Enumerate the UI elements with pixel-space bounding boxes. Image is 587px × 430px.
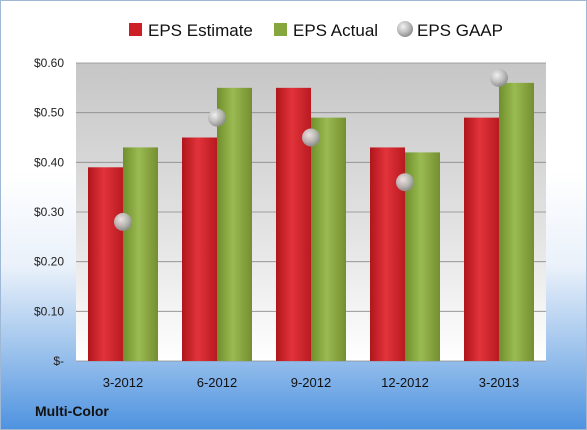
eps-gaap-point <box>490 68 508 87</box>
x-category-label: 12-2012 <box>381 375 429 390</box>
y-tick-label: $0.40 <box>34 155 64 169</box>
eps-gaap-point <box>302 128 320 147</box>
x-category-label: 3-2012 <box>103 375 143 390</box>
eps-estimate-bar <box>464 117 499 361</box>
legend-label: EPS Estimate <box>148 21 253 40</box>
y-tick-label: $0.60 <box>34 56 64 70</box>
eps-actual-bar <box>123 147 158 361</box>
eps-estimate-bar <box>182 137 217 361</box>
legend: EPS Estimate EPS Actual EPS GAAP <box>129 21 503 40</box>
x-category-label: 3-2013 <box>479 375 519 390</box>
eps-actual-bar <box>499 82 534 361</box>
eps-gaap-point <box>114 212 132 231</box>
y-tick-label: $0.20 <box>34 255 64 269</box>
eps-gaap-point <box>208 108 226 127</box>
y-tick-label: $- <box>53 354 64 368</box>
x-axis: 3-2012 6-2012 9-2012 12-2012 3-2013 <box>103 375 519 390</box>
eps-gaap-point <box>396 173 414 192</box>
legend-swatch <box>129 23 142 36</box>
bars <box>88 82 534 361</box>
company-label: Multi-Color <box>35 403 109 419</box>
eps-actual-bar <box>311 117 346 361</box>
y-axis: $- $0.10 $0.20 $0.30 $0.40 $0.50 $0.60 <box>34 56 64 368</box>
legend-label: EPS GAAP <box>417 21 503 40</box>
legend-label: EPS Actual <box>293 21 378 40</box>
y-tick-label: $0.50 <box>34 106 64 120</box>
eps-actual-bar <box>217 87 252 361</box>
y-tick-label: $0.30 <box>34 205 64 219</box>
eps-estimate-bar <box>88 167 123 361</box>
x-category-label: 9-2012 <box>291 375 331 390</box>
x-category-label: 6-2012 <box>197 375 237 390</box>
legend-swatch <box>397 21 413 37</box>
legend-swatch <box>274 23 287 36</box>
eps-estimate-bar <box>276 87 311 361</box>
gaap-points <box>114 68 508 231</box>
y-tick-label: $0.10 <box>34 304 64 318</box>
